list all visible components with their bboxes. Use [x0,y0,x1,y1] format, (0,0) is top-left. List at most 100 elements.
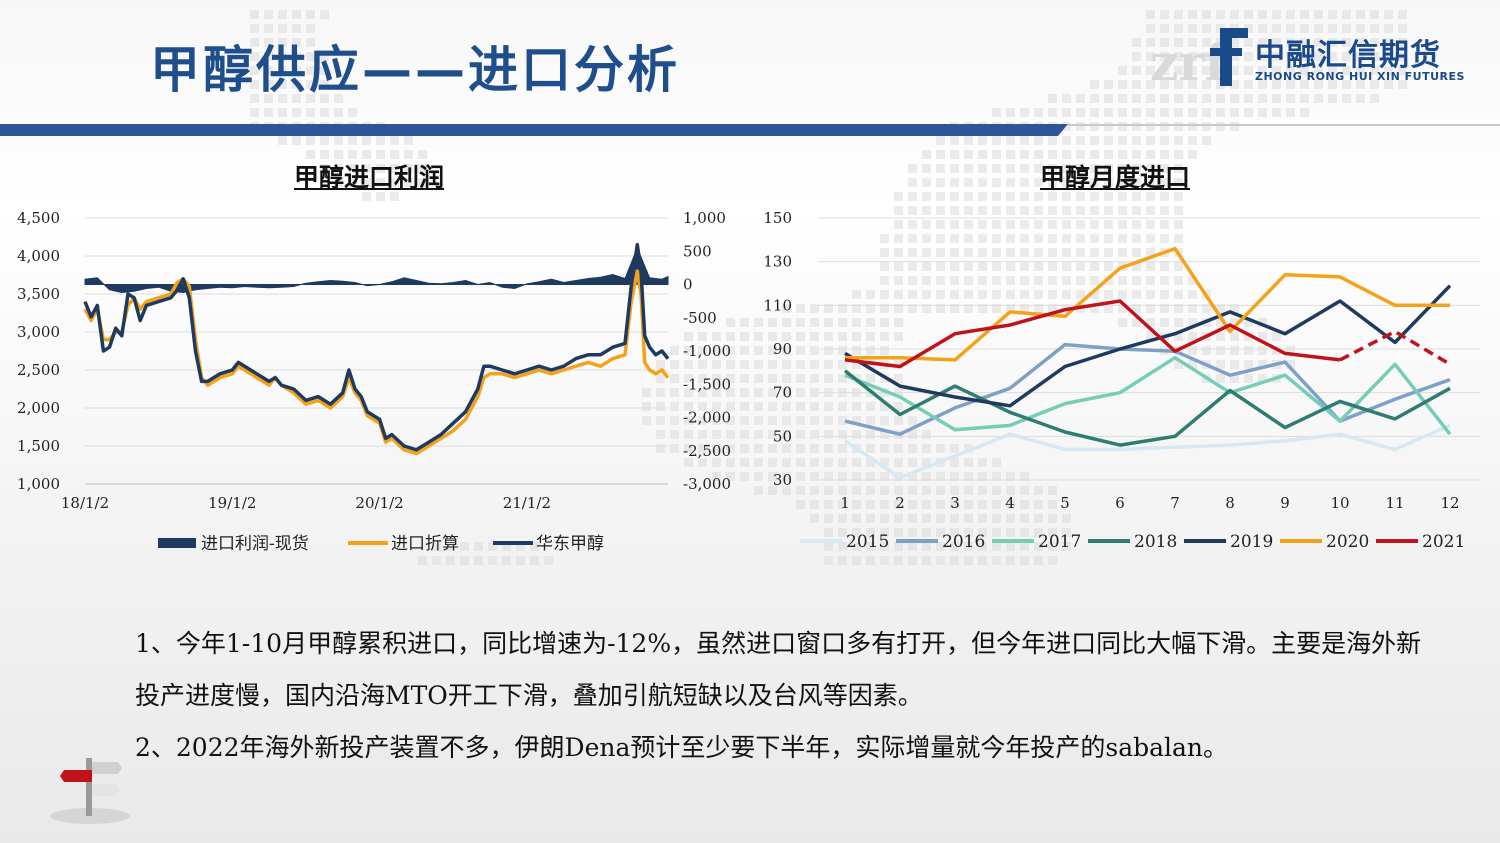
map-dot [1230,52,1239,61]
map-dot [964,290,973,299]
slide-title: 甲醇供应——进口分析 [150,41,680,99]
map-dot [306,66,315,75]
map-dot [1384,66,1393,75]
map-dot [1020,164,1029,173]
legend-label: 2018 [1134,532,1177,552]
map-dot [1034,248,1043,257]
map-dot [1146,290,1155,299]
map-dot [1258,38,1267,47]
map-dot [838,458,847,467]
map-dot [1230,374,1239,383]
map-dot [922,486,931,495]
map-dot [1006,248,1015,257]
map-dot [1048,220,1057,229]
map-dot [1146,304,1155,313]
map-dot [866,528,875,537]
map-dot [1160,234,1169,243]
map-dot [1048,276,1057,285]
x-tick-label: 3 [950,494,960,512]
chart1-legend: 进口利润-现货 进口折算 华东甲醇 [158,534,604,554]
series-line-east-china-methanol [83,242,670,452]
map-dot [852,360,861,369]
map-dot [334,136,343,145]
map-dot [964,136,973,145]
map-dot [908,220,917,229]
map-dot [1272,38,1281,47]
map-dot [250,24,259,33]
map-dot [1090,192,1099,201]
map-dot [1146,38,1155,47]
map-dot [264,38,273,47]
x-tick-label: 7 [1170,494,1180,512]
map-dot [810,514,819,523]
map-dot [992,486,1001,495]
map-dot [852,542,861,551]
map-dot [950,304,959,313]
map-dot [740,444,749,453]
map-dot [1286,38,1295,47]
map-dot [1174,192,1183,201]
map-dot [740,346,749,355]
map-dot [1146,66,1155,75]
map-dot [1146,24,1155,33]
map-dot [978,178,987,187]
map-dot [698,388,707,397]
map-dot [964,542,973,551]
map-dot [1258,66,1267,75]
map-dot [1062,220,1071,229]
map-dot [1328,52,1337,61]
map-dot [390,150,399,159]
map-dot [1174,108,1183,117]
map-dot [1230,122,1239,131]
map-dot [964,276,973,285]
map-dot [1174,24,1183,33]
chart2-legend: 2015 2016 2017 2018 2019 2020 2021 [800,532,1465,552]
map-dot [768,360,777,369]
map-dot [390,164,399,173]
map-dot [1118,136,1127,145]
map-dot [810,346,819,355]
map-dot [950,178,959,187]
header-band [0,124,1068,136]
map-dot [992,500,1001,509]
map-dot [880,500,889,509]
x-tick-label: 12 [1440,494,1459,512]
map-dot [1216,122,1225,131]
map-dot [1132,318,1141,327]
map-dot [1370,94,1379,103]
map-dot [1132,234,1141,243]
map-dot [894,220,903,229]
map-dot [1048,500,1057,509]
map-dot [838,500,847,509]
map-dot [1244,24,1253,33]
map-dot [978,542,987,551]
map-dot [292,80,301,89]
map-dot [1048,150,1057,159]
map-dot [992,206,1001,215]
map-dot [1174,304,1183,313]
map-dot [1188,318,1197,327]
map-dot [894,276,903,285]
map-dot [796,458,805,467]
map-dot [1188,136,1197,145]
map-dot [992,276,1001,285]
map-dot [922,472,931,481]
map-dot [1104,178,1113,187]
map-dot [936,304,945,313]
map-dot [1006,234,1015,243]
map-dot [1020,500,1029,509]
map-dot [1188,150,1197,159]
map-dot [530,542,539,551]
map-dot [992,108,1001,117]
map-dot [964,262,973,271]
map-dot [824,416,833,425]
map-dot [1118,206,1127,215]
map-dot [1146,220,1155,229]
map-dot [796,360,805,369]
map-dot [264,24,273,33]
map-dot [1104,248,1113,257]
map-dot [1328,66,1337,75]
map-dot [1314,38,1323,47]
map-dot [992,542,1001,551]
